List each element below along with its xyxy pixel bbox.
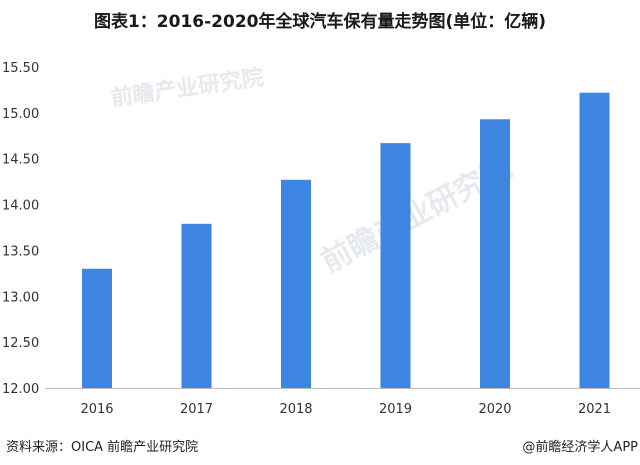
x-tick-label: 2017 <box>180 402 213 417</box>
x-tick-label: 2020 <box>478 402 511 417</box>
x-tick-label: 2018 <box>279 402 312 417</box>
bar <box>181 223 212 388</box>
bar <box>82 268 112 388</box>
x-tick-label: 2021 <box>578 402 611 417</box>
brand-credit: @前瞻经济学人APP <box>522 440 638 455</box>
y-tick-label: 14.50 <box>2 153 39 168</box>
y-tick-label: 14.00 <box>2 199 39 214</box>
y-tick-label: 15.50 <box>2 61 39 76</box>
bar <box>480 119 510 388</box>
y-tick-label: 15.00 <box>2 107 39 122</box>
y-tick-label: 12.50 <box>2 336 39 351</box>
y-tick-label: 12.00 <box>2 382 39 397</box>
chart-title: 图表1：2016-2020年全球汽车保有量走势图(单位：亿辆) <box>93 12 547 32</box>
x-tick-label: 2019 <box>379 402 412 417</box>
y-tick-label: 13.50 <box>2 244 39 259</box>
bar <box>380 143 411 388</box>
x-tick-label: 2016 <box>80 402 113 417</box>
y-tick-label: 13.00 <box>2 290 39 305</box>
bar <box>281 179 311 388</box>
bar <box>579 92 610 389</box>
source-note: 资料来源：OICA 前瞻产业研究院 <box>6 440 199 455</box>
